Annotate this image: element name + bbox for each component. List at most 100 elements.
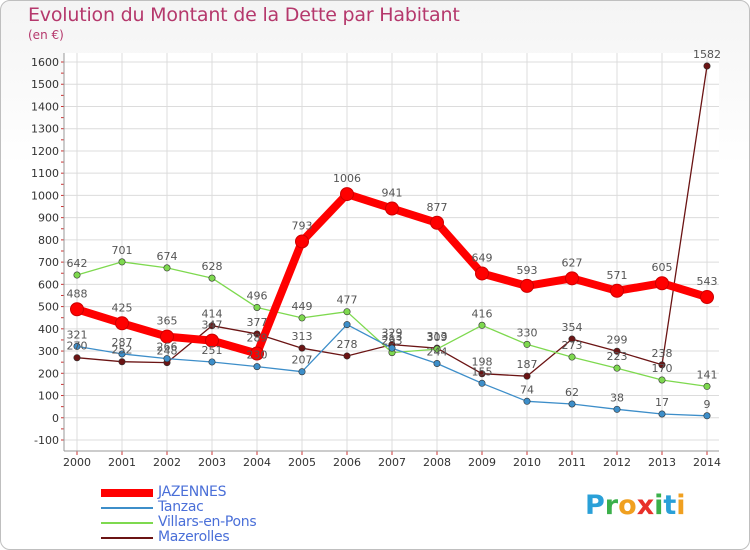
data-point bbox=[340, 187, 354, 202]
data-point bbox=[298, 344, 306, 352]
data-label: 354 bbox=[562, 321, 583, 334]
data-point bbox=[610, 283, 624, 298]
y-tick-label: 100 bbox=[38, 390, 59, 403]
y-tick-label: 500 bbox=[38, 301, 59, 314]
legend-label: Mazerolles bbox=[158, 529, 230, 545]
data-label: 38 bbox=[610, 391, 624, 404]
logo-letter: P bbox=[585, 490, 605, 521]
data-label: 414 bbox=[202, 308, 223, 321]
x-tick-label: 2000 bbox=[63, 456, 91, 469]
x-tick-label: 2009 bbox=[468, 456, 496, 469]
data-point bbox=[253, 330, 261, 338]
data-point bbox=[163, 264, 171, 272]
data-point bbox=[658, 410, 666, 418]
data-point bbox=[658, 376, 666, 384]
data-label: 425 bbox=[112, 301, 133, 314]
data-label: 155 bbox=[472, 365, 493, 378]
data-point bbox=[568, 335, 576, 343]
data-point bbox=[250, 346, 264, 361]
y-tick-label: 0 bbox=[52, 412, 59, 425]
data-point bbox=[298, 368, 306, 376]
data-label: 701 bbox=[112, 244, 133, 257]
data-point bbox=[478, 321, 486, 329]
y-tick-label: 300 bbox=[38, 345, 59, 358]
data-point bbox=[118, 358, 126, 366]
logo-letter: r bbox=[604, 490, 619, 521]
data-label: 449 bbox=[292, 300, 313, 313]
data-label: 141 bbox=[697, 368, 718, 381]
data-label: 488 bbox=[67, 287, 88, 300]
data-label: 230 bbox=[247, 349, 268, 362]
data-point bbox=[523, 372, 531, 380]
data-point bbox=[655, 276, 669, 291]
data-point bbox=[523, 397, 531, 405]
data-point bbox=[73, 342, 81, 350]
x-tick-label: 2014 bbox=[693, 456, 721, 469]
legend-swatch bbox=[101, 507, 153, 509]
legend-label: Tanzac bbox=[158, 499, 204, 515]
data-label: 248 bbox=[157, 345, 178, 358]
data-label: 605 bbox=[652, 261, 673, 274]
chart-unit-label: (en €) bbox=[28, 28, 64, 42]
grid-lines bbox=[64, 53, 719, 451]
data-label: 627 bbox=[562, 256, 583, 269]
data-label: 198 bbox=[472, 356, 493, 369]
data-point bbox=[430, 215, 444, 230]
data-point bbox=[703, 62, 711, 70]
data-label: 299 bbox=[607, 333, 628, 346]
x-tick-label: 2011 bbox=[558, 456, 586, 469]
data-label: 593 bbox=[517, 264, 538, 277]
data-point bbox=[523, 340, 531, 348]
data-point bbox=[478, 379, 486, 387]
logo-letter: o bbox=[618, 490, 637, 521]
data-label: 329 bbox=[382, 327, 403, 340]
y-tick-label: 1300 bbox=[31, 123, 59, 136]
data-label: 1582 bbox=[693, 48, 721, 61]
y-tick-label: -100 bbox=[34, 434, 59, 447]
y-tick-label: 1400 bbox=[31, 100, 59, 113]
data-label: 642 bbox=[67, 257, 88, 270]
data-label: 649 bbox=[472, 251, 493, 264]
data-label: 309 bbox=[427, 331, 448, 344]
data-label: 377 bbox=[247, 316, 268, 329]
legend-swatch bbox=[101, 489, 153, 497]
data-point bbox=[163, 355, 171, 363]
data-label: 365 bbox=[157, 315, 178, 328]
data-point bbox=[208, 274, 216, 282]
x-tick-label: 2010 bbox=[513, 456, 541, 469]
data-label: 313 bbox=[427, 330, 448, 343]
y-tick-label: 600 bbox=[38, 278, 59, 291]
data-point bbox=[703, 382, 711, 390]
x-tick-label: 2007 bbox=[378, 456, 406, 469]
y-tick-label: 1200 bbox=[31, 145, 59, 158]
data-point bbox=[115, 316, 129, 331]
data-point bbox=[568, 400, 576, 408]
data-label: 251 bbox=[202, 344, 223, 357]
legend-swatch bbox=[101, 537, 153, 539]
data-label: 293 bbox=[382, 335, 403, 348]
data-label: 416 bbox=[472, 307, 493, 320]
data-label: 170 bbox=[652, 362, 673, 375]
data-label: 238 bbox=[652, 347, 673, 360]
y-tick-label: 1000 bbox=[31, 189, 59, 202]
logo-letter: x bbox=[636, 490, 655, 521]
y-tick-label: 700 bbox=[38, 256, 59, 269]
y-tick-label: 200 bbox=[38, 367, 59, 380]
data-label: 270 bbox=[67, 340, 88, 353]
data-label: 313 bbox=[292, 330, 313, 343]
data-label: 1006 bbox=[333, 172, 361, 185]
data-label: 287 bbox=[112, 336, 133, 349]
data-point bbox=[343, 352, 351, 360]
x-tick-label: 2012 bbox=[603, 456, 631, 469]
x-tick-label: 2002 bbox=[153, 456, 181, 469]
legend-label: Villars-en-Pons bbox=[158, 514, 257, 530]
data-label: 17 bbox=[655, 396, 669, 409]
data-label: 321 bbox=[67, 328, 88, 341]
data-label: 9 bbox=[704, 398, 711, 411]
data-point bbox=[613, 405, 621, 413]
legend-swatch bbox=[101, 522, 153, 524]
data-label: 628 bbox=[202, 260, 223, 273]
data-point bbox=[568, 353, 576, 361]
data-label: 278 bbox=[337, 338, 358, 351]
data-label: 62 bbox=[565, 386, 579, 399]
